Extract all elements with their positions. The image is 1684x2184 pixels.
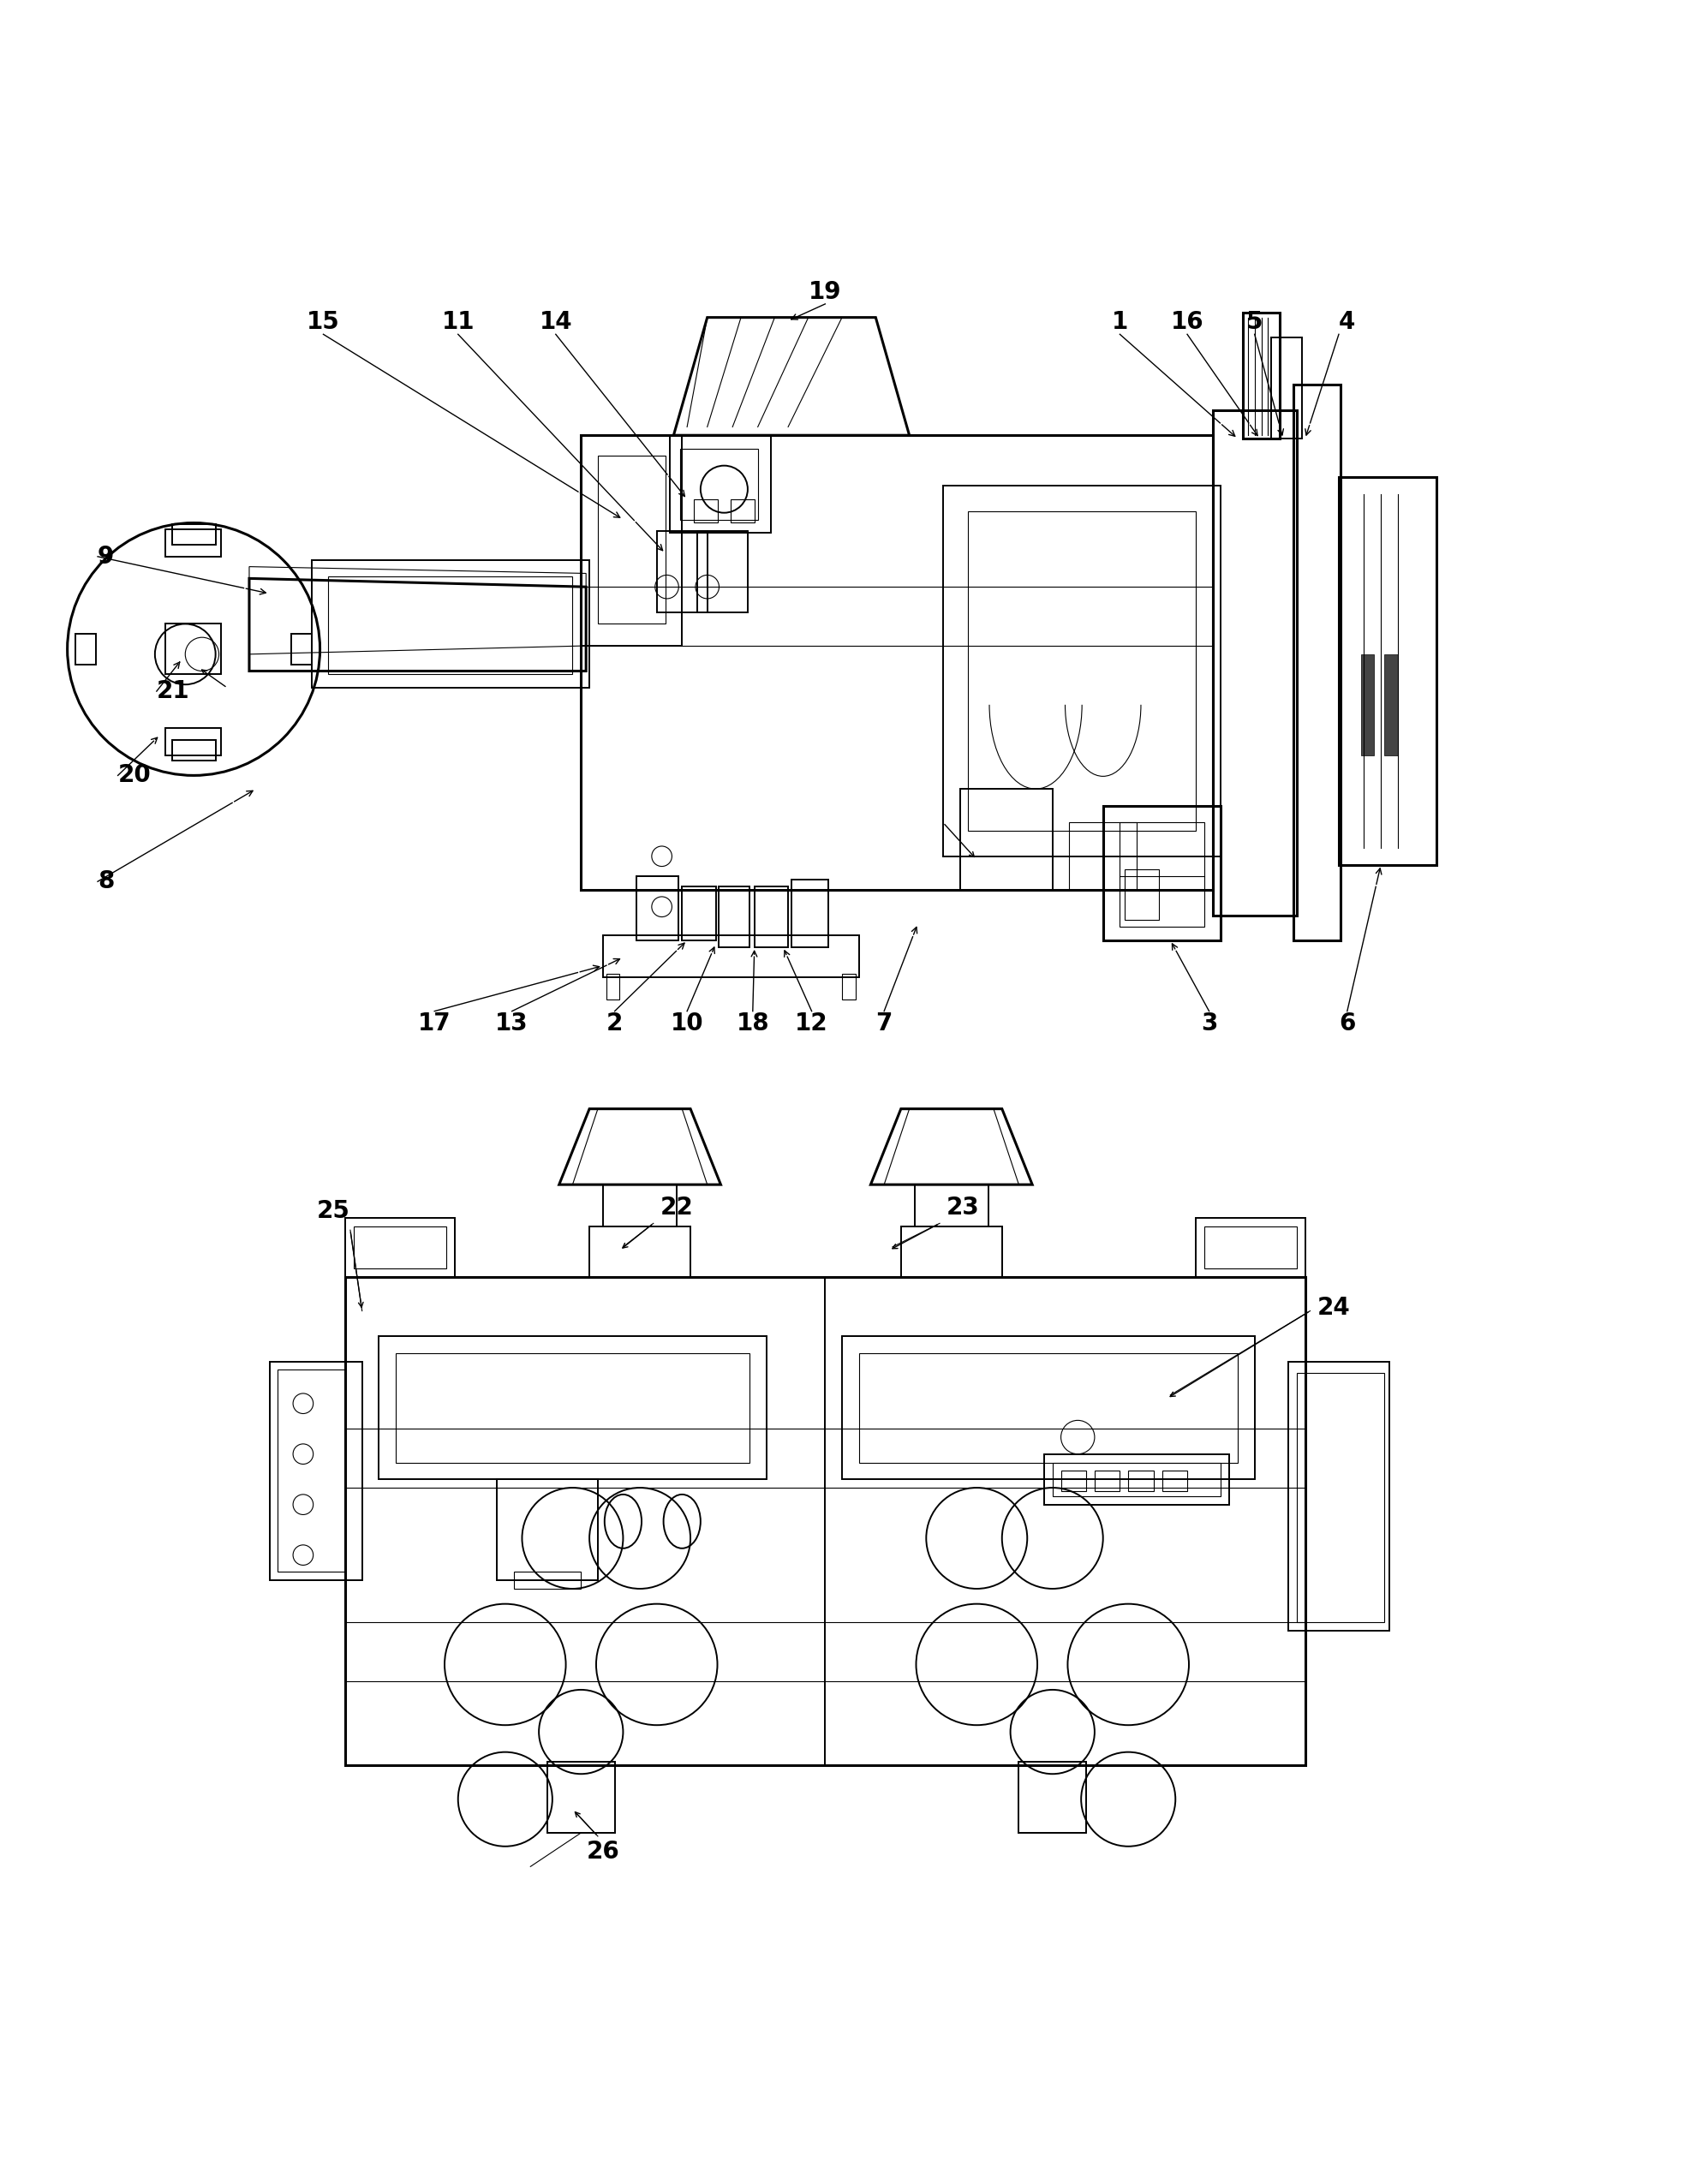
Text: 20: 20 (118, 764, 152, 788)
Bar (694, 500, 717, 522)
Bar (1204, 1227, 1297, 1269)
Bar (1288, 1361, 1389, 1631)
Bar (960, 788, 1052, 889)
Bar (842, 1337, 1255, 1479)
Bar (1125, 869, 1159, 919)
Bar (312, 559, 589, 688)
Bar (581, 435, 682, 646)
Bar (943, 485, 1221, 856)
Text: 14: 14 (539, 310, 573, 334)
Text: 19: 19 (808, 280, 842, 304)
Bar (165, 625, 221, 675)
Bar (914, 1184, 989, 1227)
Text: 21: 21 (157, 679, 190, 703)
Text: 23: 23 (946, 1197, 980, 1221)
Bar (657, 531, 707, 612)
Bar (1128, 1470, 1154, 1492)
Bar (1052, 1463, 1221, 1496)
Bar (598, 456, 665, 625)
Text: 17: 17 (418, 1011, 451, 1035)
Bar (1271, 339, 1302, 439)
Bar (514, 1572, 581, 1588)
Bar (1044, 1455, 1229, 1505)
Bar (345, 1278, 1305, 1765)
Bar (719, 887, 749, 948)
Text: 18: 18 (736, 1011, 770, 1035)
Bar (581, 587, 1212, 646)
Bar (1384, 655, 1398, 756)
Bar (1212, 411, 1297, 915)
Text: 4: 4 (1339, 310, 1356, 334)
Bar (1069, 823, 1137, 889)
Bar (589, 1227, 690, 1278)
Bar (76, 633, 96, 664)
Bar (1196, 1219, 1305, 1278)
Bar (637, 876, 679, 941)
Bar (1162, 1470, 1187, 1492)
Text: 15: 15 (306, 310, 340, 334)
Bar (791, 880, 829, 948)
Text: 9: 9 (98, 544, 115, 568)
Bar (603, 1184, 677, 1227)
Bar (842, 974, 855, 1000)
Text: 13: 13 (495, 1011, 529, 1035)
Text: 12: 12 (795, 1011, 829, 1035)
Text: 8: 8 (98, 869, 115, 893)
Text: 25: 25 (317, 1199, 350, 1223)
Text: 3: 3 (1201, 1011, 1218, 1035)
Bar (328, 577, 573, 675)
Bar (1297, 1374, 1384, 1623)
Text: 7: 7 (876, 1011, 893, 1035)
Bar (547, 1762, 615, 1832)
Bar (754, 887, 788, 948)
Bar (379, 1337, 766, 1479)
Text: 26: 26 (586, 1839, 620, 1863)
Bar (172, 740, 216, 760)
Bar (165, 529, 221, 557)
Bar (345, 1219, 455, 1278)
Bar (1120, 823, 1204, 926)
Bar (581, 435, 1212, 889)
Text: 10: 10 (670, 1011, 704, 1035)
Bar (901, 1227, 1002, 1278)
Text: 2: 2 (606, 1011, 623, 1035)
Bar (1293, 384, 1340, 941)
Bar (1019, 1762, 1086, 1832)
Bar (697, 531, 748, 612)
Bar (1339, 478, 1436, 865)
Bar (670, 435, 771, 533)
Text: 16: 16 (1170, 310, 1204, 334)
Text: 11: 11 (441, 310, 475, 334)
Bar (269, 1361, 362, 1581)
Bar (291, 633, 312, 664)
Bar (680, 448, 758, 520)
Bar (497, 1479, 598, 1581)
Text: 6: 6 (1339, 1011, 1356, 1035)
Text: 22: 22 (660, 1197, 694, 1221)
Bar (603, 935, 859, 978)
Bar (278, 1369, 345, 1572)
Bar (396, 1354, 749, 1463)
Bar (354, 1227, 446, 1269)
Bar (1103, 806, 1221, 941)
Text: 24: 24 (1317, 1295, 1351, 1319)
Bar (1243, 312, 1280, 439)
Bar (1095, 1470, 1120, 1492)
Text: 5: 5 (1246, 310, 1263, 334)
Bar (968, 511, 1196, 830)
Bar (165, 727, 221, 756)
Bar (1361, 655, 1374, 756)
Bar (1061, 1470, 1086, 1492)
Bar (859, 1354, 1238, 1463)
Bar (731, 500, 754, 522)
Text: 1: 1 (1111, 310, 1128, 334)
Bar (172, 524, 216, 544)
Bar (606, 974, 620, 1000)
Bar (682, 887, 716, 941)
